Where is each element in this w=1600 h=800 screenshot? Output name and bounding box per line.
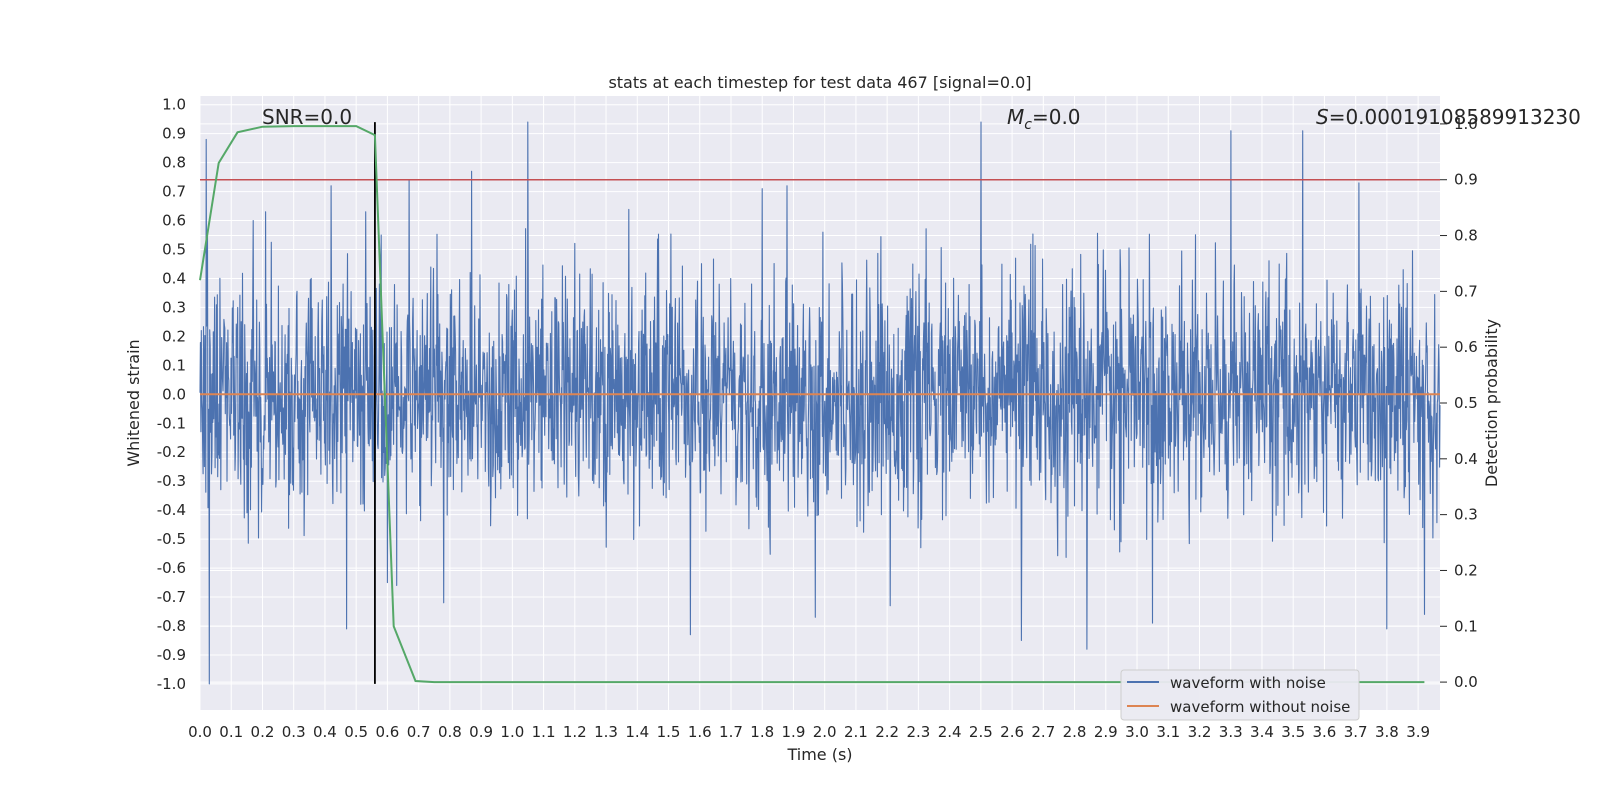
x-tick-label: 3.1	[1156, 723, 1180, 741]
y2-tick-label: 0.5	[1454, 394, 1478, 412]
y-tick-label: 0.0	[162, 385, 186, 403]
right-axis-ticks: 1.0 0.9 0.8 0.7 0.6 0.5 0.4 0.3 0.2 0.1 0.0	[1440, 115, 1478, 691]
x-tick-label: 0.7	[407, 723, 431, 741]
y2-tick-label: 0.1	[1454, 617, 1478, 635]
x-tick-label: 2.9	[1094, 723, 1118, 741]
chirp-mass-subscript: c	[1024, 117, 1032, 133]
x-tick-label: 2.5	[969, 723, 993, 741]
s-annotation: S=0.00019108589913230	[1316, 105, 1581, 129]
x-tick-label: 2.1	[844, 723, 868, 741]
x-tick-label: 2.0	[813, 723, 837, 741]
x-tick-label: 0.4	[313, 723, 337, 741]
y2-tick-label: 0.0	[1454, 673, 1478, 691]
y2-tick-label: 1.0	[1454, 115, 1478, 133]
x-axis-label: Time (s)	[786, 745, 852, 764]
x-tick-label: 1.3	[594, 723, 618, 741]
x-tick-label: 2.7	[1031, 723, 1055, 741]
s-symbol: S	[1316, 105, 1329, 129]
y-tick-label: -0.5	[157, 530, 186, 548]
legend-label-clean: waveform without noise	[1170, 698, 1350, 716]
x-tick-label: 1.1	[532, 723, 556, 741]
y-tick-label: 0.8	[162, 154, 186, 172]
x-tick-label: 0.5	[344, 723, 368, 741]
x-tick-label: 1.2	[563, 723, 587, 741]
y-tick-label: 0.6	[162, 212, 186, 230]
y2-tick-label: 0.6	[1454, 338, 1478, 356]
chirp-mass-annotation: Mc=0.0	[1007, 105, 1081, 133]
y-tick-label: -0.3	[157, 472, 186, 490]
y-tick-label: 0.1	[162, 356, 186, 374]
y-tick-label: -0.2	[157, 443, 186, 461]
x-tick-label: 2.8	[1063, 723, 1087, 741]
x-tick-label: 3.7	[1344, 723, 1368, 741]
y-tick-label: -0.7	[157, 588, 186, 606]
chirp-mass-symbol: M	[1007, 105, 1024, 129]
x-tick-label: 3.4	[1250, 723, 1274, 741]
x-tick-label: 1.7	[719, 723, 743, 741]
x-tick-label: 2.4	[938, 723, 962, 741]
overlays	[199, 122, 1440, 684]
y-tick-label: 0.2	[162, 327, 186, 345]
legend-box	[1120, 669, 1360, 721]
x-tick-label: 0.2	[251, 723, 275, 741]
x-tick-label: 2.2	[875, 723, 899, 741]
y-tick-label: 1.0	[162, 96, 186, 114]
y-tick-label: -0.9	[157, 646, 186, 664]
x-tick-label: 3.3	[1219, 723, 1243, 741]
x-tick-label: 2.3	[906, 723, 930, 741]
x-tick-label: 1.9	[782, 723, 806, 741]
x-tick-label: 0.6	[375, 723, 399, 741]
y-tick-label: 0.5	[162, 241, 186, 259]
snr-annotation: SNR=0.0	[262, 105, 352, 129]
y2-tick-label: 0.4	[1454, 450, 1478, 468]
chirp-mass-value: =0.0	[1032, 105, 1081, 129]
x-tick-label: 1.8	[750, 723, 774, 741]
x-tick-label: 3.6	[1313, 723, 1337, 741]
y2-tick-label: 0.2	[1454, 561, 1478, 579]
y-tick-label: 0.3	[162, 298, 186, 316]
y-tick-label: -0.6	[157, 559, 186, 577]
x-tick-label: 3.0	[1125, 723, 1149, 741]
y2-axis-label: Detection probability	[1482, 319, 1501, 487]
x-tick-label: 1.5	[657, 723, 681, 741]
x-tick-label: 3.5	[1281, 723, 1305, 741]
waveform-with-noise-series	[199, 121, 1441, 685]
y2-tick-label: 0.8	[1454, 227, 1478, 245]
y2-tick-label: 0.3	[1454, 506, 1478, 524]
y-tick-label: 0.4	[162, 269, 186, 287]
x-tick-label: 1.6	[688, 723, 712, 741]
waveform-with-noise-line	[199, 121, 1441, 685]
y-axis-label: Whitened strain	[124, 339, 143, 466]
x-tick-label: 3.9	[1406, 723, 1430, 741]
x-tick-label: 2.6	[1000, 723, 1024, 741]
x-tick-label: 0.9	[469, 723, 493, 741]
s-value: =0.00019108589913230	[1329, 105, 1581, 129]
legend: waveform with noise waveform without noi…	[1120, 669, 1360, 721]
x-tick-label: 1.0	[500, 723, 524, 741]
y-tick-label: -0.1	[157, 414, 186, 432]
x-axis-ticks: 0.0 0.1 0.2 0.3 0.4 0.5 0.6 0.7 0.8 0.9 1.0 1.1 1.2 1…	[188, 723, 1430, 741]
x-tick-label: 0.3	[282, 723, 306, 741]
detection-probability-line	[199, 125, 1425, 684]
y-tick-label: 0.7	[162, 183, 186, 201]
x-tick-label: 3.2	[1188, 723, 1212, 741]
x-tick-label: 0.1	[219, 723, 243, 741]
x-tick-label: 3.8	[1375, 723, 1399, 741]
y-tick-label: 0.9	[162, 125, 186, 143]
y-tick-label: -1.0	[157, 675, 186, 693]
y2-tick-label: 0.7	[1454, 282, 1478, 300]
legend-label-noise: waveform with noise	[1170, 674, 1326, 692]
x-tick-label: 0.8	[438, 723, 462, 741]
x-tick-label: 1.4	[625, 723, 649, 741]
x-tick-label: 0.0	[188, 723, 212, 741]
y-tick-label: -0.4	[157, 501, 186, 519]
left-axis-ticks: 1.0 0.9 0.8 0.7 0.6 0.5 0.4 0.3 0.2 0.1 0.0 -0.1 -0.…	[157, 96, 186, 693]
y2-tick-label: 0.9	[1454, 171, 1478, 189]
y-tick-label: -0.8	[157, 617, 186, 635]
chart-title: stats at each timestep for test data 467…	[608, 73, 1031, 92]
